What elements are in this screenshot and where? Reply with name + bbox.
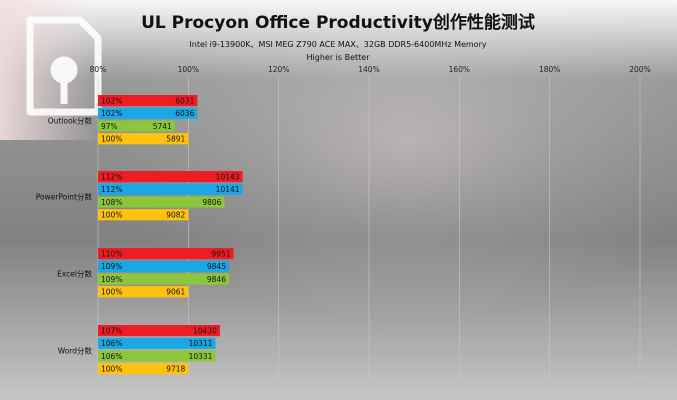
bar-score-label: 10143: [216, 172, 240, 181]
bar: [98, 171, 243, 183]
chart-subtitle: Intel i9-13900K、MSI MEG Z790 ACE MAX、32G…: [189, 40, 486, 49]
chart-title: UL Procyon Office Productivity创作性能测试: [141, 12, 535, 33]
category-labels: Outlook分数 PowerPoint分数 Excel分数 Word分数: [36, 115, 93, 355]
bar-percent-label: 112%: [101, 172, 122, 181]
bar-percent-label: 112%: [101, 185, 122, 194]
bar-score-label: 9061: [166, 288, 185, 297]
bar-percent-label: 107%: [101, 326, 122, 335]
bar: [98, 286, 189, 298]
bar: [98, 95, 198, 107]
bar: [98, 107, 198, 119]
x-tick-label: 180%: [539, 65, 560, 74]
bar-percent-label: 108%: [101, 198, 122, 207]
bar: [98, 196, 225, 208]
x-tick-label: 80%: [90, 65, 107, 74]
bar-percent-label: 100%: [101, 211, 122, 220]
category-label: Outlook分数: [48, 115, 93, 125]
bar-percent-label: 97%: [101, 122, 118, 131]
x-tick-label: 120%: [268, 65, 289, 74]
bar: [98, 273, 229, 285]
bar-percent-label: 102%: [101, 109, 122, 118]
x-tick-label: 140%: [358, 65, 379, 74]
bar: [98, 120, 175, 132]
bar-percent-label: 102%: [101, 96, 122, 105]
bars: 102% 6031 102% 6036 97% 5741 100% 5891 112% 10143…: [98, 95, 243, 375]
bar-score-label: 9806: [202, 198, 221, 207]
bar-score-label: 5891: [166, 135, 185, 144]
document-logo-icon: [26, 16, 102, 116]
chart-note: Higher is Better: [307, 53, 371, 62]
category-label: Word分数: [58, 345, 93, 355]
bar: [98, 133, 189, 145]
bar: [98, 363, 189, 375]
bar-score-label: 9951: [211, 249, 230, 258]
bar-score-label: 10430: [193, 326, 217, 335]
bar-percent-label: 106%: [101, 352, 122, 361]
x-tick-label: 200%: [629, 65, 650, 74]
bar-score-label: 10141: [216, 185, 240, 194]
bar-score-label: 9846: [207, 275, 226, 284]
x-tick-label: 100%: [178, 65, 199, 74]
bar-percent-label: 109%: [101, 262, 122, 271]
bar-percent-label: 109%: [101, 275, 122, 284]
bar-score-label: 10311: [189, 339, 213, 348]
bar: [98, 209, 189, 221]
bar-percent-label: 100%: [101, 288, 122, 297]
bar-score-label: 9718: [166, 365, 185, 374]
bar-percent-label: 100%: [101, 365, 122, 374]
bar: [98, 183, 243, 195]
category-label: PowerPoint分数: [36, 191, 93, 201]
bar-score-label: 6031: [175, 96, 194, 105]
bar: [98, 325, 220, 337]
bar: [98, 350, 216, 362]
bar-score-label: 5741: [153, 122, 172, 131]
bar-score-label: 10331: [189, 352, 213, 361]
bar-percent-label: 110%: [101, 249, 122, 258]
x-axis-ticks: 80% 100% 120% 140% 160% 180% 200%: [90, 65, 651, 74]
x-tick-label: 160%: [449, 65, 470, 74]
bar: [98, 337, 216, 349]
bar: [98, 248, 234, 260]
bar-percent-label: 100%: [101, 135, 122, 144]
bar-percent-label: 106%: [101, 339, 122, 348]
bar-score-label: 9082: [166, 211, 185, 220]
bar-score-label: 6036: [175, 109, 194, 118]
bar-score-label: 9845: [207, 262, 226, 271]
bar: [98, 260, 229, 272]
category-label: Excel分数: [57, 268, 92, 278]
